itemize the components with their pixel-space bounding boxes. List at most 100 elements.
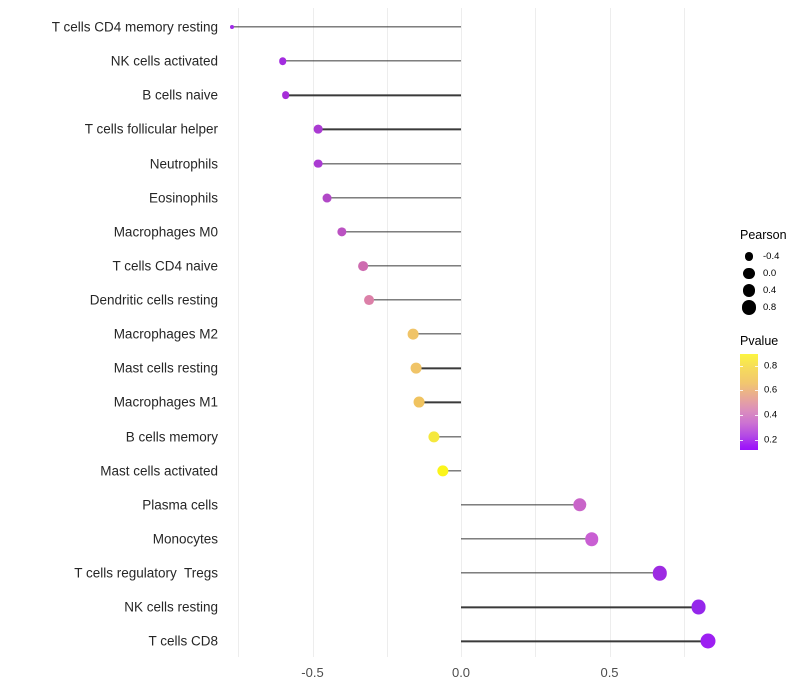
colorbar-tick-label: 0.2 xyxy=(764,434,778,446)
size-legend-dot-wrap xyxy=(740,300,758,315)
x-axis-tick-label: 0.5 xyxy=(600,665,619,680)
lollipop-dot xyxy=(652,565,668,581)
category-label: B cells naive xyxy=(142,87,218,103)
colorbar-tick xyxy=(755,390,758,392)
pearson-size-legend: Pearson -0.4 0.0 0.4 0.8 xyxy=(740,228,800,316)
lollipop-dot xyxy=(691,599,707,615)
category-label: Macrophages M0 xyxy=(113,224,218,240)
lollipop-stem xyxy=(443,470,461,472)
size-legend-label: 0.8 xyxy=(763,302,777,313)
category-label: Macrophages M2 xyxy=(113,326,218,342)
lollipop-dot xyxy=(413,396,425,408)
lollipop-stem xyxy=(461,538,592,540)
lollipop-stem xyxy=(461,504,580,506)
category-label: Monocytes xyxy=(152,531,218,547)
category-label: Plasma cells xyxy=(142,497,218,513)
category-label: NK cells activated xyxy=(110,53,218,69)
x-gridline xyxy=(386,8,388,657)
lollipop-stem xyxy=(285,94,461,96)
lollipop-dot xyxy=(363,295,374,305)
colorbar-tick xyxy=(740,415,743,417)
category-label: Mast cells activated xyxy=(100,463,218,479)
category-label: NK cells resting xyxy=(124,599,218,615)
lollipop-stem xyxy=(318,162,461,165)
colorbar-tick-label: 0.8 xyxy=(764,360,778,372)
x-axis-tick-label: -0.5 xyxy=(301,665,324,680)
size-legend-dot-wrap xyxy=(740,252,758,261)
colorbar-tick xyxy=(755,365,758,367)
x-gridline xyxy=(609,8,611,657)
x-axis-tick-label: 0.0 xyxy=(451,665,471,680)
lollipop-stem xyxy=(461,606,699,608)
x-gridline xyxy=(238,8,240,657)
lollipop-dot xyxy=(314,125,323,134)
lollipop-dot xyxy=(314,159,323,168)
lollipop-stem xyxy=(461,572,660,574)
category-label: Eosinophils xyxy=(148,190,218,206)
lollipop-dot xyxy=(358,261,368,271)
lollipop-stem xyxy=(318,128,461,131)
size-legend-dot xyxy=(743,267,755,280)
lollipop-stem xyxy=(461,640,708,642)
lollipop-stem xyxy=(362,265,461,267)
lollipop-stem xyxy=(282,60,461,62)
lollipop-dot xyxy=(584,532,599,546)
lollipop-stem xyxy=(342,231,461,233)
lollipop-stem xyxy=(232,26,461,28)
size-legend-entry: 0.4 xyxy=(740,282,800,299)
category-label: T cells regulatory Tregs xyxy=(74,565,218,581)
lollipop-stem xyxy=(368,299,461,301)
lollipop-dot xyxy=(281,91,290,100)
lollipop-stem xyxy=(416,367,461,369)
category-label: T cells CD4 naive xyxy=(112,258,218,274)
colorbar-tick xyxy=(755,415,758,417)
size-legend-entry: -0.4 xyxy=(740,248,800,265)
pvalue-colorbar-gradient xyxy=(740,354,758,450)
lollipop-dot xyxy=(700,633,715,649)
lollipop-dot xyxy=(437,465,449,477)
lollipop-stem xyxy=(434,435,461,438)
size-legend-entry: 0.0 xyxy=(740,265,800,282)
category-label: T cells CD4 memory resting xyxy=(51,19,218,35)
colorbar-tick-label: 0.6 xyxy=(764,384,778,396)
category-label: Macrophages M1 xyxy=(113,394,218,410)
lollipop-stem xyxy=(419,401,461,404)
colorbar-tick-label: 0.4 xyxy=(764,409,778,421)
size-legend-label: 0.4 xyxy=(763,285,777,296)
color-legend-title: Pvalue xyxy=(740,334,779,348)
x-gridline xyxy=(461,8,462,657)
category-label: Neutrophils xyxy=(149,156,218,172)
size-legend-label: 0.0 xyxy=(763,268,777,279)
colorbar-tick xyxy=(740,440,743,442)
lollipop-dot xyxy=(411,362,422,374)
size-legend-dot xyxy=(741,300,757,315)
category-label: T cells CD8 xyxy=(148,633,218,649)
size-legend-title: Pearson xyxy=(740,228,787,242)
category-label: Dendritic cells resting xyxy=(89,292,218,308)
size-legend-label: -0.4 xyxy=(763,251,780,262)
x-gridline xyxy=(683,8,685,657)
category-label: Mast cells resting xyxy=(113,360,218,376)
lollipop-dot xyxy=(279,57,287,65)
lollipop-dot xyxy=(573,498,587,512)
lollipop-stem xyxy=(327,196,461,199)
lollipop-dot xyxy=(337,227,347,237)
size-legend-entry: 0.8 xyxy=(740,299,800,316)
x-gridline xyxy=(312,8,314,657)
lollipop-dot xyxy=(408,328,419,340)
colorbar-tick xyxy=(740,365,743,367)
category-label: B cells memory xyxy=(125,429,218,445)
lollipop-dot xyxy=(322,193,332,203)
lollipop-stem xyxy=(413,333,461,335)
size-legend-dot xyxy=(742,284,756,297)
category-label: T cells follicular helper xyxy=(84,121,218,137)
pvalue-color-legend: Pvalue 0.8 0.6 0.4 0.2 xyxy=(740,334,800,450)
lollipop-dot xyxy=(428,430,440,443)
size-legend-dot-wrap xyxy=(740,284,758,297)
x-gridline xyxy=(535,8,537,657)
size-legend-dot xyxy=(744,252,754,261)
colorbar-tick xyxy=(740,390,743,392)
size-legend-dot-wrap xyxy=(740,267,758,280)
